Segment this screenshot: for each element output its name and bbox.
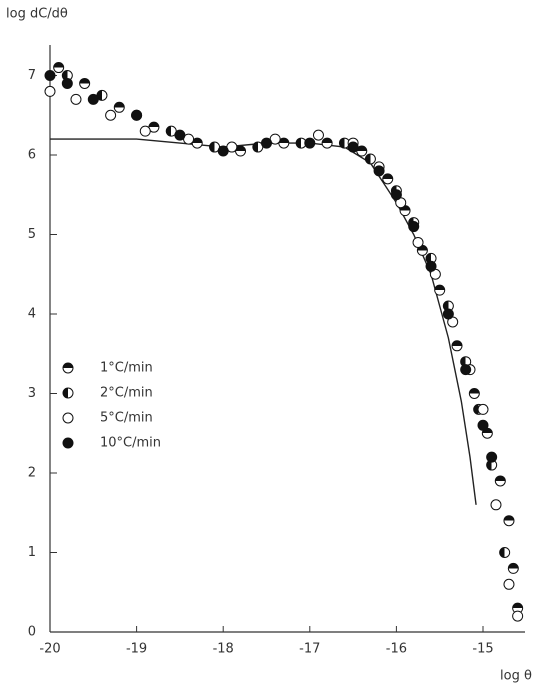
data-point [44,70,56,81]
data-point [70,93,82,105]
data-point [321,137,333,149]
legend-marker [62,412,74,424]
data-point [412,236,424,248]
data-point [304,137,316,149]
x-tick-label: -20 [39,642,60,657]
x-tick-label: -18 [213,642,234,657]
data-point [503,515,515,527]
data-point [425,260,437,272]
data-point [373,165,385,177]
data-point [490,499,502,511]
y-tick-label: 0 [28,625,36,640]
data-point [261,137,272,149]
legend-marker [62,387,74,399]
legend-marker [62,437,74,449]
y-tick-label: 2 [28,466,36,481]
data-point [507,562,519,574]
y-axis-label: log dC/dθ [6,7,68,22]
data-point [512,610,524,622]
y-tick-label: 4 [28,307,36,322]
data-point [312,129,324,141]
legend-label: 2°C/min [100,386,153,401]
y-tick-label: 1 [28,545,36,560]
data-point [174,129,186,141]
x-tick-label: -15 [472,642,493,657]
data-point [61,77,73,89]
data-point [451,340,463,352]
x-axis-label: log θ [500,669,532,684]
data-point [408,221,420,233]
data-point [53,62,65,74]
y-tick-label: 6 [28,148,36,163]
y-tick-label: 5 [28,227,36,242]
legend-label: 10°C/min [100,436,161,451]
data-point [477,419,489,431]
legend-label: 5°C/min [100,411,153,426]
data-point [131,109,143,121]
data-point [442,308,454,320]
data-point [364,153,376,165]
data-point [139,125,151,137]
data-point [390,189,402,201]
y-tick-label: 3 [28,386,36,401]
data-point [499,547,511,558]
data-point [503,578,515,590]
data-point [468,388,480,399]
legend-label: 1°C/min [100,361,153,376]
data-point [382,173,394,185]
data-point [105,109,117,121]
data-point [79,77,91,89]
data-point [494,475,506,487]
y-tick-label: 7 [28,68,36,83]
data-point [477,403,489,415]
data-point [44,85,56,97]
data-point [217,145,229,157]
data-point [87,93,99,105]
data-point [113,101,125,113]
x-tick-label: -16 [386,642,407,657]
data-point [347,141,359,153]
x-tick-label: -17 [299,642,320,657]
data-point [434,284,446,296]
x-tick-label: -19 [126,642,147,657]
data-point [460,364,472,376]
data-point [486,451,498,463]
legend-marker [62,362,74,374]
